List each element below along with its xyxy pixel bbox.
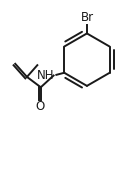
Text: O: O — [35, 100, 44, 113]
Text: NH: NH — [36, 69, 54, 82]
Text: Br: Br — [80, 11, 94, 24]
